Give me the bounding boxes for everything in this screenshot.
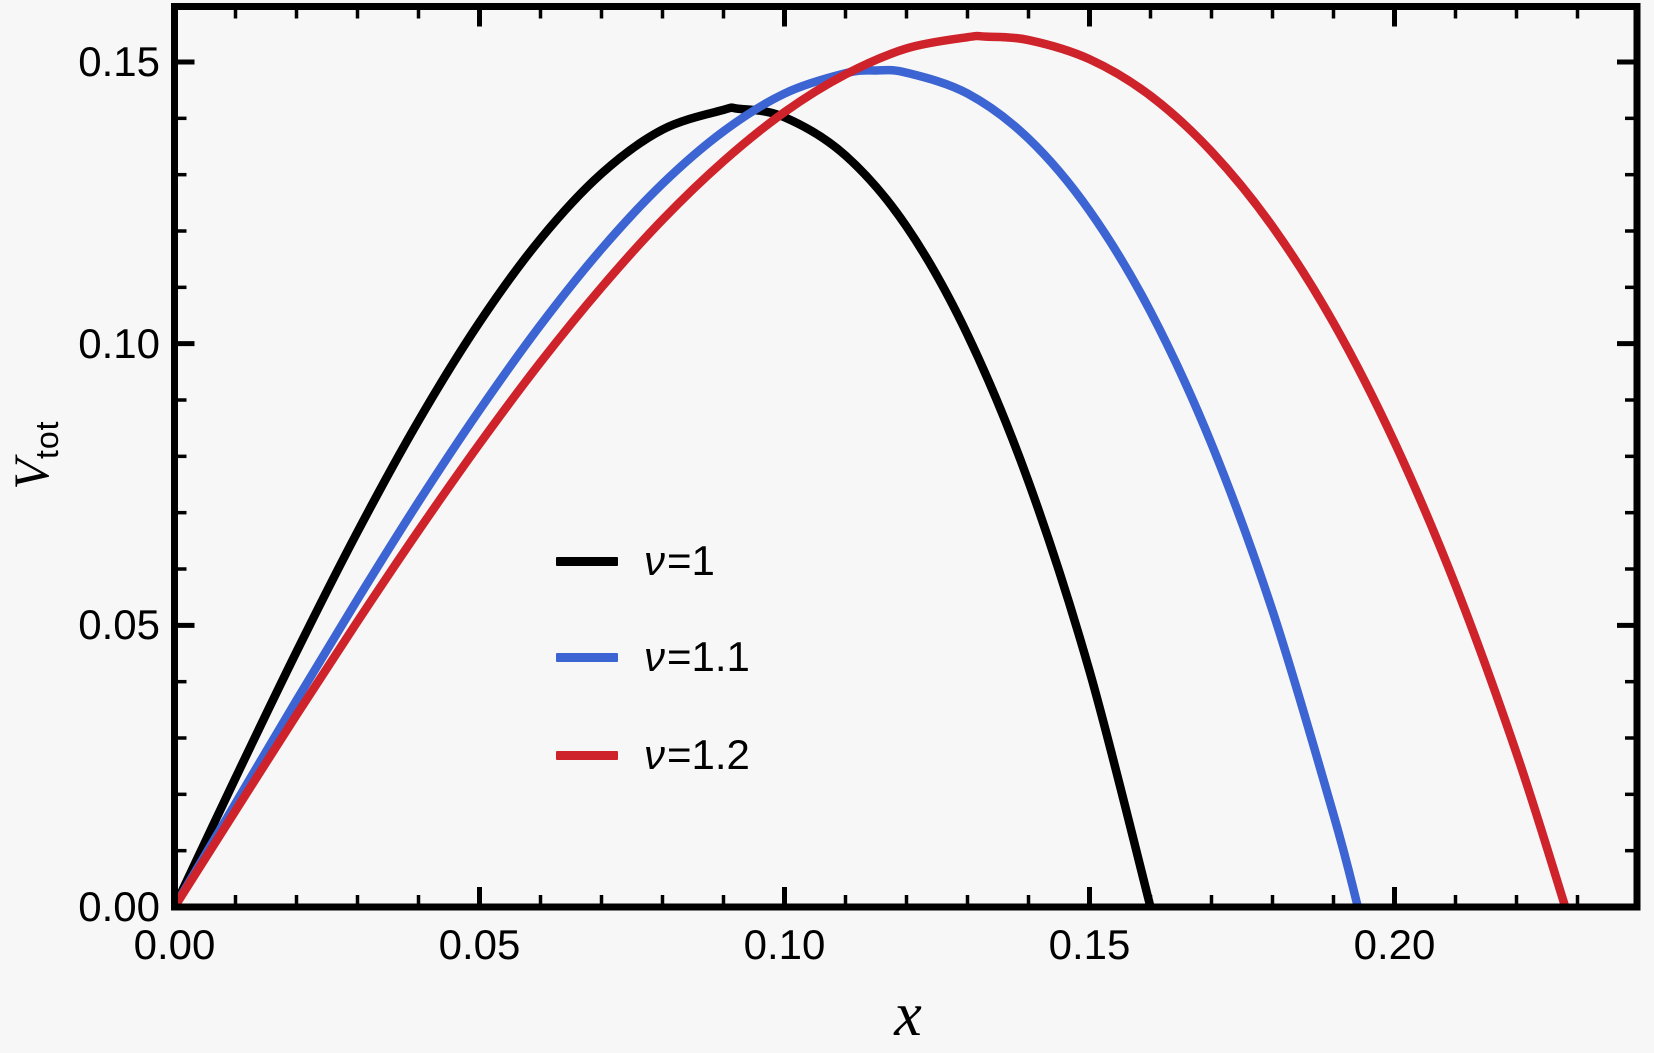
x-tick-label: 0.20 <box>1353 921 1436 968</box>
y-axis-label: Vtot <box>2 420 66 489</box>
y-axis-label-symbol: V <box>3 459 59 490</box>
x-axis-label: x <box>894 981 922 1049</box>
x-tick-label: 0.00 <box>133 921 216 968</box>
y-axis-label-subscript: tot <box>29 420 65 460</box>
curve-1.1 <box>174 65 1363 907</box>
x-tick-label: 0.05 <box>438 921 521 968</box>
curve-1 <box>174 103 1155 907</box>
x-tick-label: 0.10 <box>743 921 826 968</box>
y-tick-label: 0.05 <box>78 601 160 649</box>
curve-1.2 <box>174 31 1570 907</box>
y-tick-label: 0.15 <box>78 38 160 85</box>
y-tick-label: 0.00 <box>78 883 160 930</box>
y-tick-label: 0.10 <box>78 319 160 367</box>
x-tick-label: 0.15 <box>1048 921 1131 968</box>
